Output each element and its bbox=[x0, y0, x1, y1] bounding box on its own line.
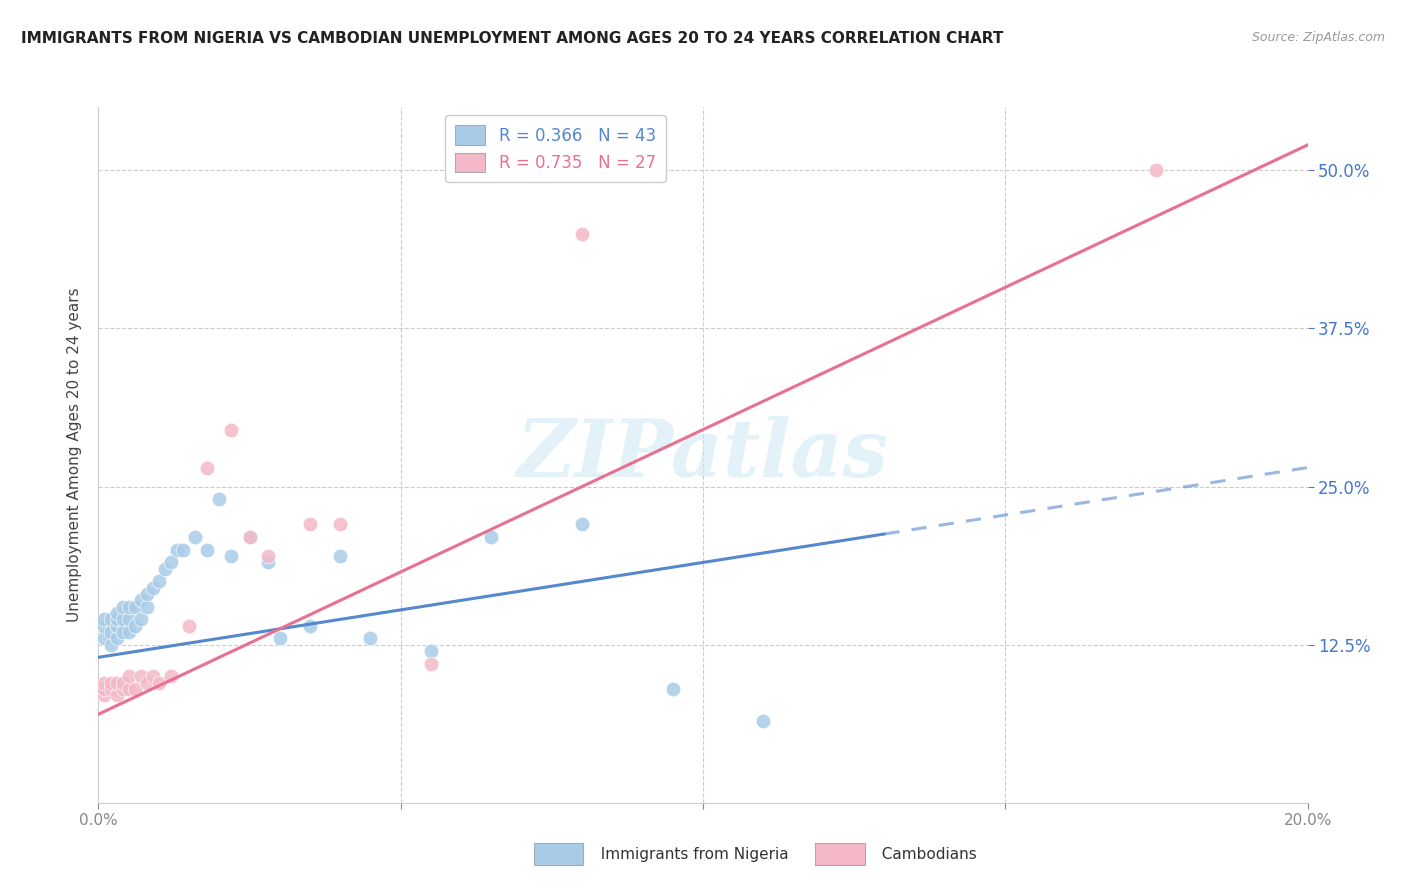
Point bbox=[105, 632, 128, 646]
Point bbox=[329, 517, 352, 532]
Point bbox=[160, 556, 183, 570]
Point bbox=[571, 227, 593, 241]
Point bbox=[419, 657, 441, 671]
Point bbox=[256, 549, 278, 563]
Point bbox=[148, 675, 170, 690]
Point bbox=[135, 599, 157, 614]
Point bbox=[269, 632, 291, 646]
Point bbox=[221, 423, 243, 437]
Text: Source: ZipAtlas.com: Source: ZipAtlas.com bbox=[1251, 31, 1385, 45]
Point bbox=[118, 612, 141, 626]
Point bbox=[129, 612, 152, 626]
Point bbox=[118, 669, 141, 683]
Text: Immigrants from Nigeria: Immigrants from Nigeria bbox=[591, 847, 789, 862]
Point bbox=[100, 638, 122, 652]
Point bbox=[111, 625, 134, 640]
Point bbox=[184, 530, 207, 544]
Point bbox=[93, 675, 115, 690]
Point bbox=[118, 625, 141, 640]
Point bbox=[124, 599, 146, 614]
Text: ZIPatlas: ZIPatlas bbox=[517, 417, 889, 493]
Point bbox=[100, 625, 122, 640]
Point bbox=[100, 612, 122, 626]
Point bbox=[329, 549, 352, 563]
Point bbox=[208, 492, 231, 507]
Point bbox=[100, 675, 122, 690]
Point bbox=[661, 681, 683, 696]
Point bbox=[360, 632, 382, 646]
Point bbox=[118, 681, 141, 696]
Text: Cambodians: Cambodians bbox=[872, 847, 977, 862]
Point bbox=[118, 599, 141, 614]
Point bbox=[124, 618, 146, 632]
Point bbox=[105, 612, 128, 626]
Point bbox=[148, 574, 170, 589]
Point bbox=[105, 606, 128, 620]
Point bbox=[93, 688, 115, 702]
Point bbox=[111, 612, 134, 626]
Point bbox=[135, 587, 157, 601]
Point bbox=[100, 681, 122, 696]
Point bbox=[481, 530, 503, 544]
Point bbox=[124, 681, 146, 696]
Point bbox=[221, 549, 243, 563]
Point bbox=[419, 644, 441, 658]
Point bbox=[299, 618, 322, 632]
Point bbox=[160, 669, 183, 683]
Point bbox=[752, 714, 775, 728]
Point bbox=[93, 681, 115, 696]
Point bbox=[129, 669, 152, 683]
Point bbox=[111, 681, 134, 696]
Point bbox=[177, 618, 201, 632]
Point bbox=[195, 460, 218, 475]
Point bbox=[195, 542, 218, 557]
Point bbox=[111, 675, 134, 690]
Point bbox=[93, 612, 115, 626]
Point bbox=[166, 542, 188, 557]
Point bbox=[105, 675, 128, 690]
Text: IMMIGRANTS FROM NIGERIA VS CAMBODIAN UNEMPLOYMENT AMONG AGES 20 TO 24 YEARS CORR: IMMIGRANTS FROM NIGERIA VS CAMBODIAN UNE… bbox=[21, 31, 1004, 46]
Point bbox=[153, 562, 176, 576]
Point bbox=[93, 618, 115, 632]
Point bbox=[105, 618, 128, 632]
Point bbox=[1144, 163, 1167, 178]
Point bbox=[299, 517, 322, 532]
Point bbox=[571, 517, 593, 532]
Point bbox=[256, 556, 278, 570]
Point bbox=[239, 530, 262, 544]
Point bbox=[172, 542, 194, 557]
Point bbox=[111, 599, 134, 614]
Y-axis label: Unemployment Among Ages 20 to 24 years: Unemployment Among Ages 20 to 24 years bbox=[66, 287, 82, 623]
Legend: R = 0.366   N = 43, R = 0.735   N = 27: R = 0.366 N = 43, R = 0.735 N = 27 bbox=[446, 115, 666, 182]
Point bbox=[105, 688, 128, 702]
Point bbox=[239, 530, 262, 544]
Point bbox=[129, 593, 152, 607]
Point bbox=[142, 669, 165, 683]
Point bbox=[142, 581, 165, 595]
Point bbox=[93, 632, 115, 646]
Point bbox=[135, 675, 157, 690]
